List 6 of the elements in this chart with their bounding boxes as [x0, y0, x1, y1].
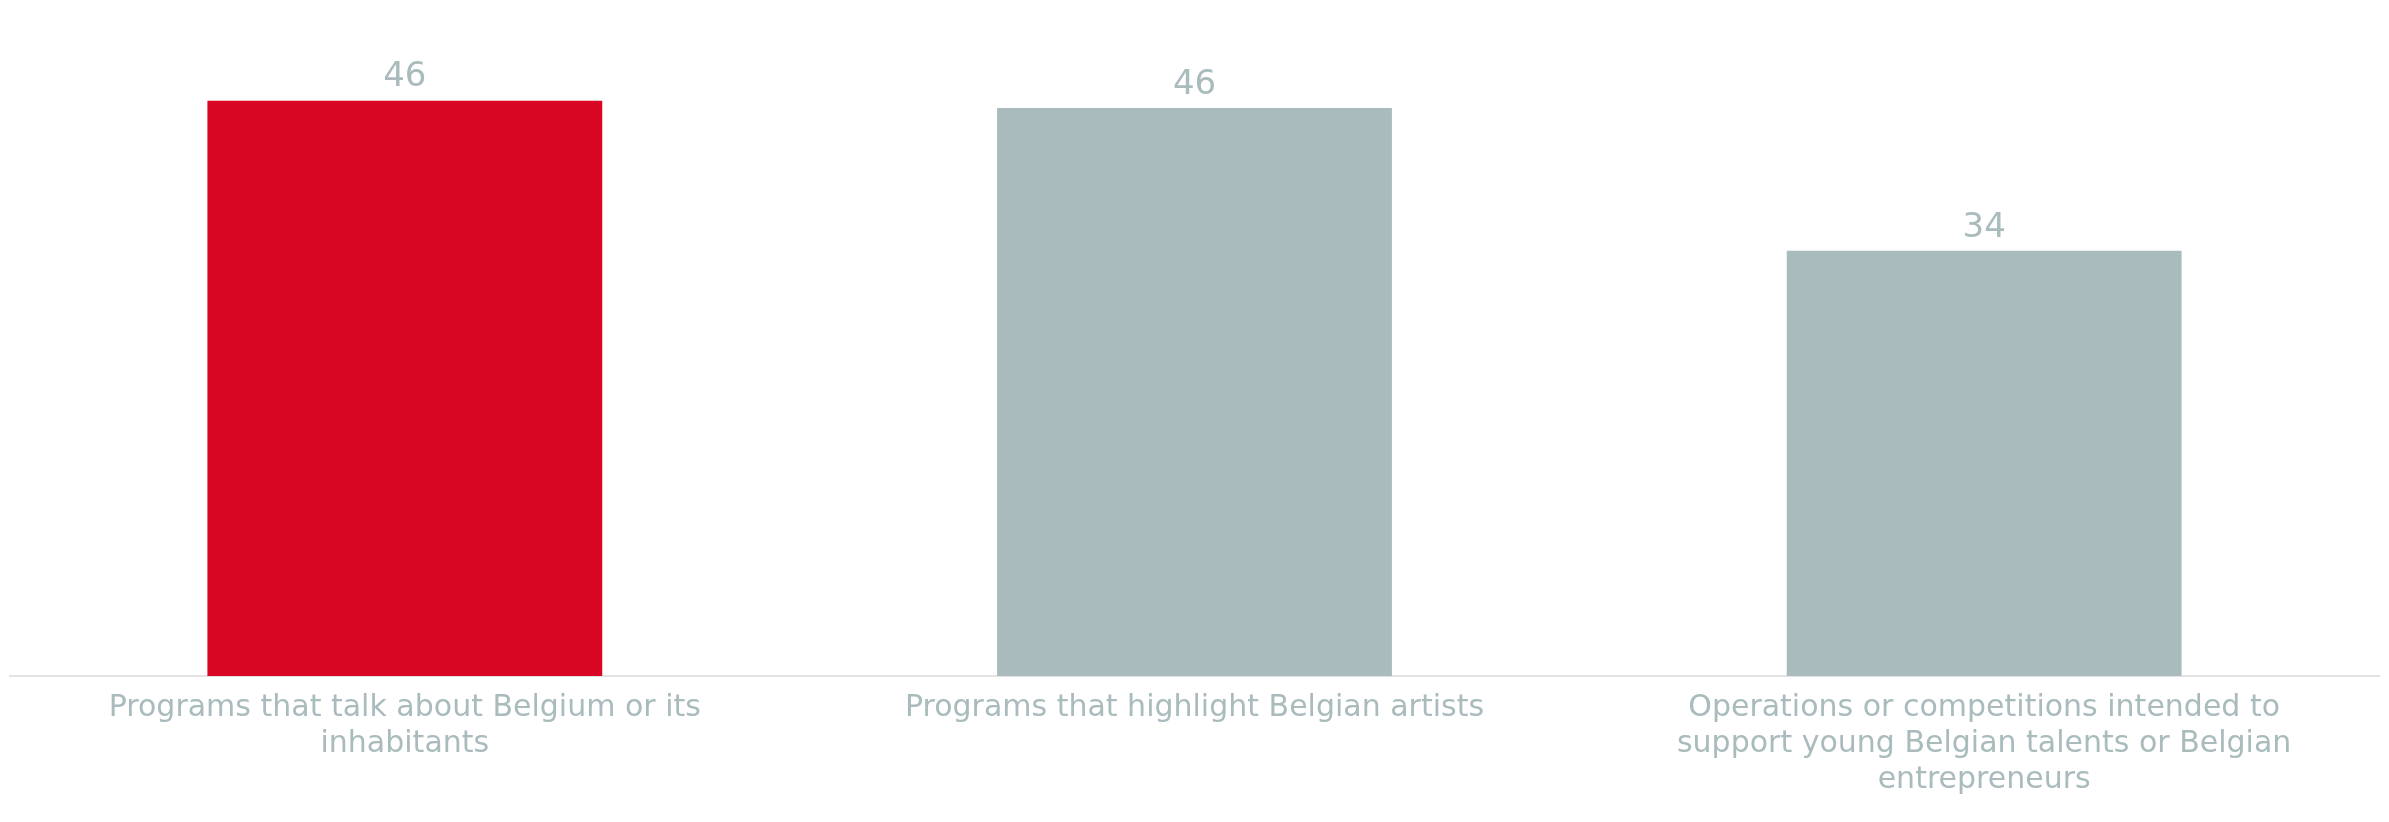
x-tick-label: Programs that highlight Belgian artists [904, 687, 1485, 723]
x-tick-label: Operations or competitions intended to support young Belgian talents or Belgian entrepreneurs [1676, 687, 2292, 795]
data-label: 34 [1962, 204, 2006, 245]
x-tick-label: Programs that talk about Belgium or its inhabitants [108, 687, 701, 759]
data-label: 46 [383, 54, 427, 95]
data-label: 46 [1172, 61, 1217, 102]
